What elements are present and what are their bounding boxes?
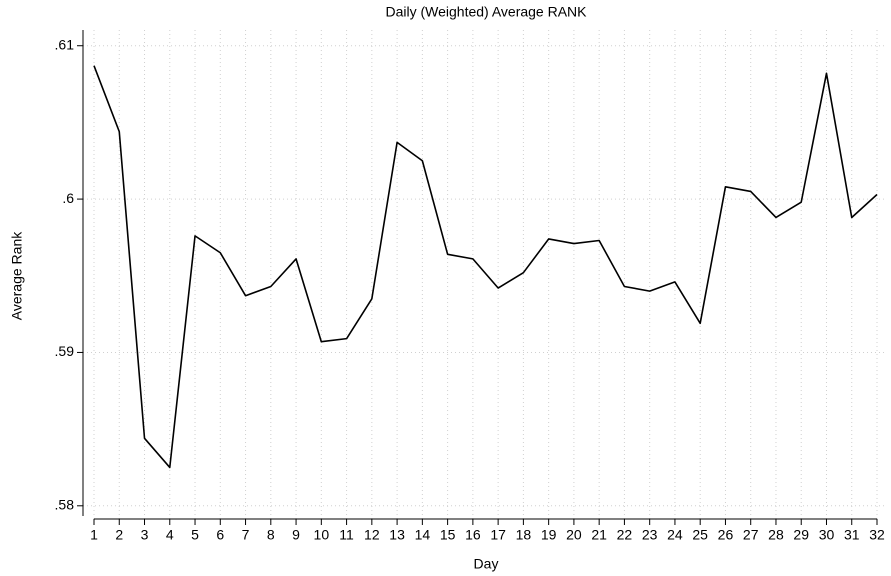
x-tick-label: 28 [768,527,784,543]
x-tick-label: 31 [844,527,860,543]
line-series [93,65,878,469]
x-tick-label: 7 [242,527,250,543]
x-tick-label: 25 [692,527,708,543]
x-tick-label: 2 [115,527,123,543]
x-tick-label: 13 [389,527,405,543]
x-tick-label: 30 [819,527,835,543]
x-tick-label: 23 [642,527,658,543]
x-tick-label: 15 [440,527,456,543]
x-tick-label: 1 [90,527,98,543]
y-tick-label: .61 [55,36,75,52]
x-axis-label: Day [474,556,499,572]
y-tick-label: .6 [62,190,74,206]
y-tick-label: .59 [55,343,75,359]
x-tick-label: 24 [667,527,683,543]
x-tick-label: 6 [216,527,224,543]
x-tick-label: 18 [516,527,532,543]
x-tick-label: 11 [339,527,354,543]
x-tick-label: 19 [541,527,557,543]
x-tick-label: 12 [364,527,380,543]
x-tick-label: 27 [743,527,759,543]
x-tick-label: 29 [793,527,809,543]
x-tick-label: 26 [718,527,734,543]
x-tick-label: 4 [166,527,174,543]
y-tick-label: .58 [55,497,75,513]
x-tick-label: 9 [292,527,300,543]
chart-title: Daily (Weighted) Average RANK [385,4,587,20]
x-tick-label: 20 [566,527,582,543]
y-axis-label: Average Rank [9,231,25,320]
x-tick-label: 32 [869,527,885,543]
x-tick-label: 3 [141,527,149,543]
x-tick-label: 8 [267,527,275,543]
x-tick-label: 10 [314,527,330,543]
x-tick-label: 14 [415,527,431,543]
x-tick-label: 16 [465,527,481,543]
x-tick-label: 5 [191,527,199,543]
x-tick-label: 21 [591,527,607,543]
x-tick-label: 22 [617,527,633,543]
x-tick-label: 17 [490,527,506,543]
